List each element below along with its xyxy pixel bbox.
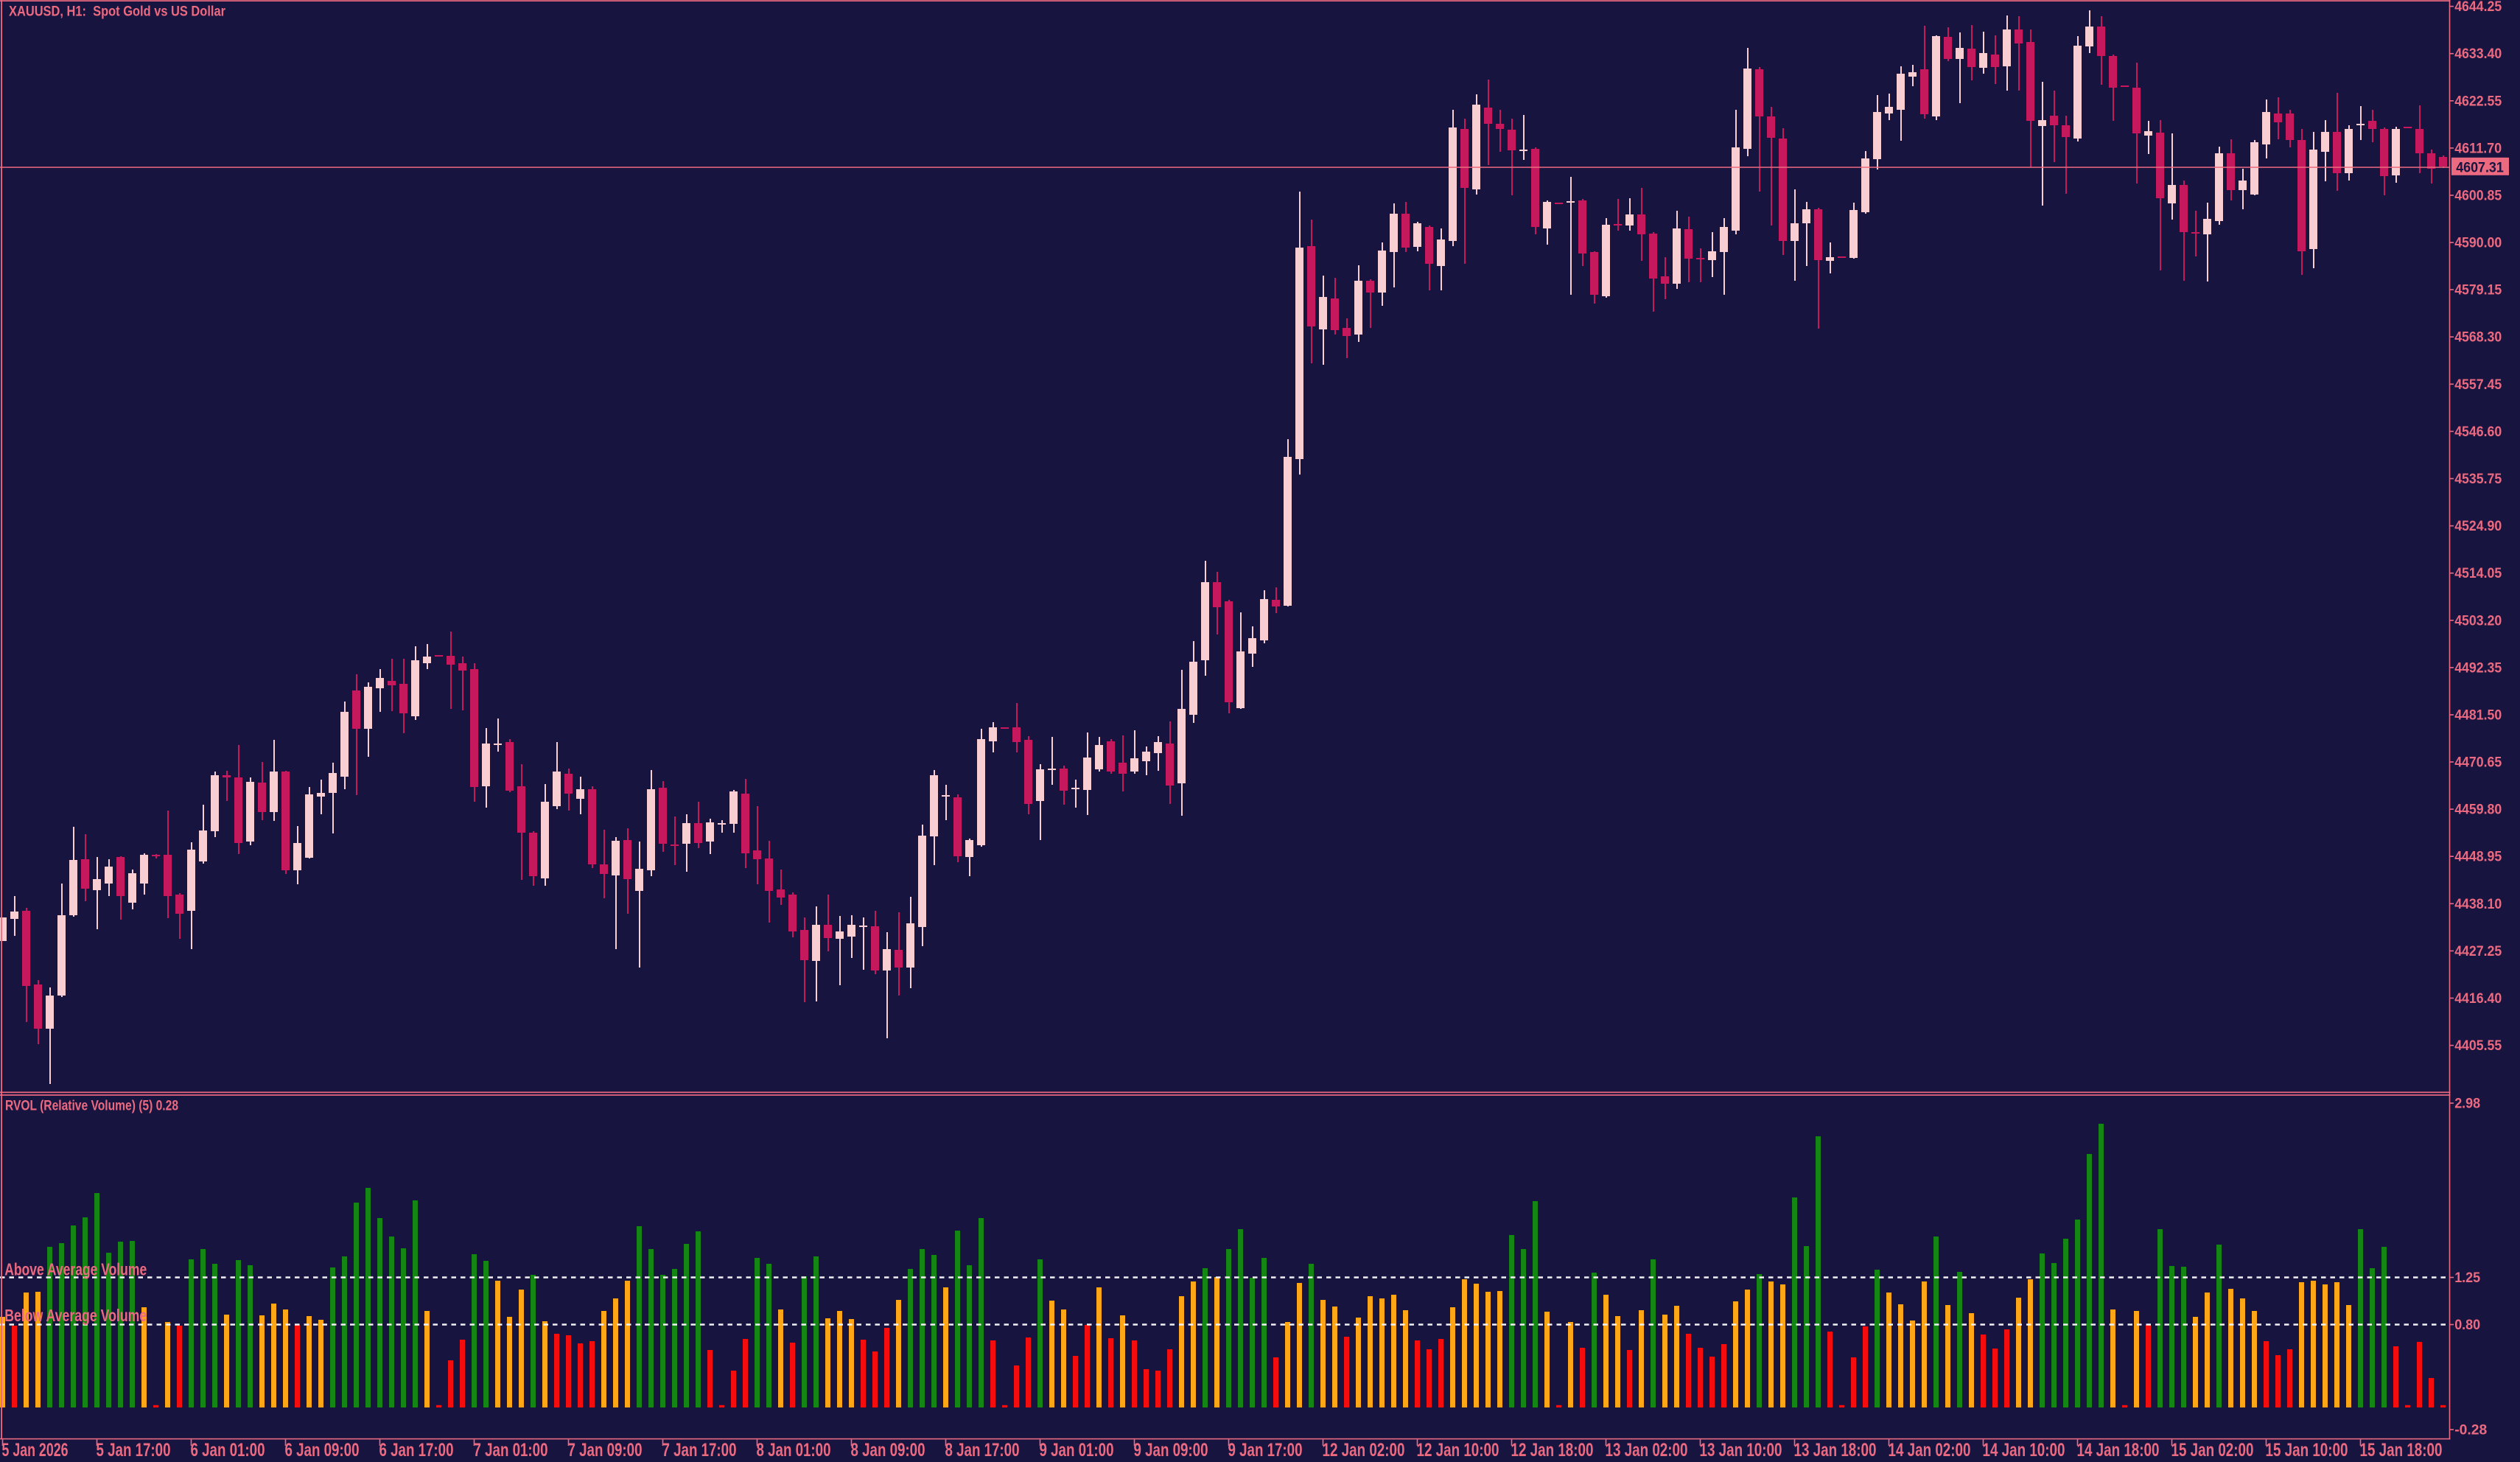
svg-text:4416.40: 4416.40	[2454, 990, 2502, 1007]
svg-text:2.98: 2.98	[2454, 1096, 2480, 1112]
svg-text:7 Jan 17:00: 7 Jan 17:00	[662, 1441, 737, 1461]
svg-text:8 Jan 01:00: 8 Jan 01:00	[757, 1441, 831, 1461]
svg-text:4611.70: 4611.70	[2454, 140, 2502, 156]
svg-text:12 Jan 10:00: 12 Jan 10:00	[1417, 1441, 1499, 1461]
svg-text:14 Jan 02:00: 14 Jan 02:00	[1889, 1441, 1971, 1461]
svg-text:13 Jan 02:00: 13 Jan 02:00	[1606, 1441, 1688, 1461]
svg-text:15 Jan 02:00: 15 Jan 02:00	[2171, 1441, 2254, 1461]
svg-text:6 Jan 17:00: 6 Jan 17:00	[379, 1441, 454, 1461]
svg-text:7 Jan 09:00: 7 Jan 09:00	[568, 1441, 643, 1461]
svg-text:4557.45: 4557.45	[2454, 377, 2502, 393]
svg-text:1.25: 1.25	[2454, 1270, 2480, 1286]
svg-text:4546.60: 4546.60	[2454, 424, 2502, 440]
svg-text:4438.10: 4438.10	[2454, 896, 2502, 912]
svg-text:4492.35: 4492.35	[2454, 660, 2502, 676]
svg-text:4514.05: 4514.05	[2454, 565, 2502, 581]
svg-text:14 Jan 18:00: 14 Jan 18:00	[2077, 1441, 2160, 1461]
svg-text:4503.20: 4503.20	[2454, 612, 2502, 629]
svg-text:Below Average Volume: Below Average Volume	[4, 1306, 147, 1325]
svg-text:8 Jan 09:00: 8 Jan 09:00	[851, 1441, 925, 1461]
svg-text:4405.55: 4405.55	[2454, 1038, 2502, 1054]
svg-text:8 Jan 17:00: 8 Jan 17:00	[945, 1441, 1020, 1461]
svg-text:12 Jan 18:00: 12 Jan 18:00	[1511, 1441, 1594, 1461]
svg-text:4481.50: 4481.50	[2454, 707, 2502, 724]
svg-text:4459.80: 4459.80	[2454, 802, 2502, 818]
svg-text:14 Jan 10:00: 14 Jan 10:00	[1983, 1441, 2065, 1461]
svg-text:4448.95: 4448.95	[2454, 849, 2502, 865]
svg-text:9 Jan 17:00: 9 Jan 17:00	[1228, 1441, 1303, 1461]
svg-text:4644.25: 4644.25	[2454, 0, 2502, 15]
svg-text:13 Jan 10:00: 13 Jan 10:00	[1700, 1441, 1782, 1461]
svg-text:4622.55: 4622.55	[2454, 93, 2502, 109]
svg-text:4600.85: 4600.85	[2454, 188, 2502, 204]
svg-text:Above Average Volume: Above Average Volume	[4, 1259, 147, 1279]
svg-text:13 Jan 18:00: 13 Jan 18:00	[1794, 1441, 1877, 1461]
svg-text:4590.00: 4590.00	[2454, 235, 2502, 251]
svg-text:6 Jan 01:00: 6 Jan 01:00	[191, 1441, 265, 1461]
svg-text:0.80: 0.80	[2454, 1317, 2480, 1333]
svg-text:7 Jan 01:00: 7 Jan 01:00	[474, 1441, 548, 1461]
svg-text:9 Jan 01:00: 9 Jan 01:00	[1040, 1441, 1114, 1461]
svg-text:4607.31: 4607.31	[2456, 160, 2504, 176]
svg-text:6 Jan 09:00: 6 Jan 09:00	[285, 1441, 360, 1461]
svg-text:4470.65: 4470.65	[2454, 755, 2502, 771]
svg-text:4633.40: 4633.40	[2454, 46, 2502, 62]
svg-text:-0.28: -0.28	[2454, 1422, 2487, 1438]
svg-text:RVOL (Relative Volume) (5) 0.2: RVOL (Relative Volume) (5) 0.28	[5, 1099, 178, 1114]
svg-text:15 Jan 10:00: 15 Jan 10:00	[2266, 1441, 2348, 1461]
svg-text:4568.30: 4568.30	[2454, 329, 2502, 346]
svg-text:9 Jan 09:00: 9 Jan 09:00	[1134, 1441, 1208, 1461]
svg-text:5 Jan 17:00: 5 Jan 17:00	[97, 1441, 171, 1461]
svg-text:XAUUSD, H1: Spot Gold vs US D: XAUUSD, H1: Spot Gold vs US Dollar	[9, 4, 226, 20]
svg-text:15 Jan 18:00: 15 Jan 18:00	[2360, 1441, 2443, 1461]
svg-text:12 Jan 02:00: 12 Jan 02:00	[1323, 1441, 1405, 1461]
svg-text:5 Jan 2026: 5 Jan 2026	[2, 1441, 69, 1461]
svg-text:4535.75: 4535.75	[2454, 471, 2502, 487]
svg-text:4524.90: 4524.90	[2454, 518, 2502, 534]
svg-text:4579.15: 4579.15	[2454, 282, 2502, 298]
svg-text:4427.25: 4427.25	[2454, 943, 2502, 959]
